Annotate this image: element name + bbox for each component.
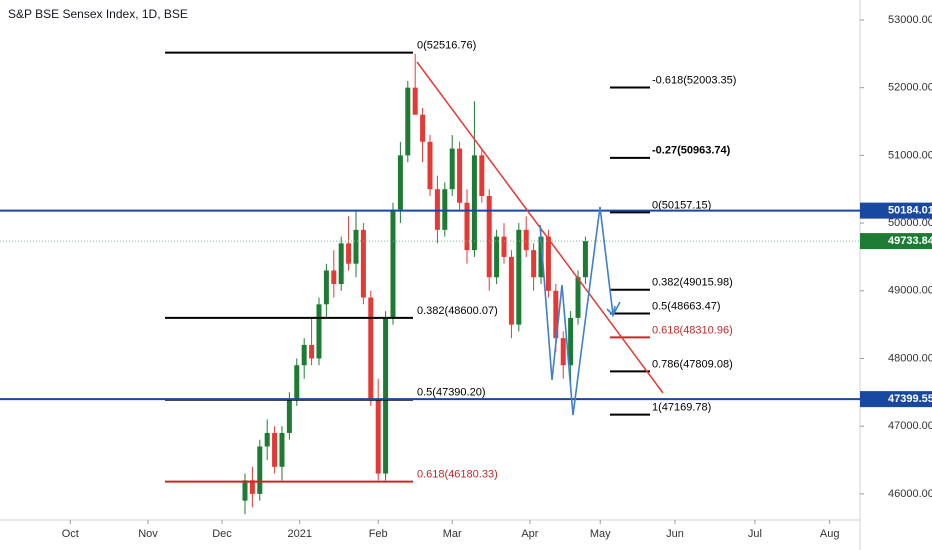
x-tick-label: May [590, 528, 611, 540]
candle-body [494, 236, 500, 278]
candle-body [264, 432, 270, 447]
price-tag-label: 49733.84 [888, 235, 932, 247]
fib-label: 0.382(48600.07) [417, 305, 498, 317]
projection-arrow [606, 305, 616, 317]
candle-body [434, 189, 440, 230]
candle-body [397, 155, 403, 210]
candle-body [323, 270, 329, 305]
candle-body [412, 87, 418, 115]
price-tag-label: 47399.55 [888, 393, 932, 405]
x-tick-label: Feb [369, 528, 388, 540]
x-tick-label: Mar [443, 528, 462, 540]
candle-body [316, 304, 322, 359]
price-tag [860, 233, 932, 250]
plot: 46000.00 47000.00 48000.00 49000.00 50000.00… [0, 14, 932, 540]
y-tick-label: 53000.00 [888, 14, 932, 26]
fib-label: 0(52516.76) [417, 40, 476, 52]
candle-body [390, 209, 396, 318]
fib-label: 0.786(47809.08) [652, 358, 733, 370]
candle-body [531, 250, 537, 278]
candle-body [375, 399, 381, 474]
fib-label: 0.618(46180.33) [417, 469, 498, 481]
candle-body [545, 236, 551, 291]
candle-body [301, 344, 307, 366]
candle-body [464, 202, 470, 251]
candle-body [553, 290, 559, 339]
fib-label: 1(47169.78) [652, 402, 711, 414]
chart-title: S&P BSE Sensex Index, 1D, BSE [8, 7, 188, 21]
x-tick-label: 2021 [287, 528, 311, 540]
candle-body [257, 446, 263, 494]
candle-body [249, 480, 255, 494]
candle-body [486, 195, 492, 278]
candle-body [523, 229, 529, 251]
candle-body [279, 432, 285, 467]
y-tick-label: 49000.00 [888, 285, 932, 297]
candle-body [420, 114, 426, 142]
x-tick-label: Aug [820, 528, 840, 540]
price-tag-label: 50184.01 [888, 205, 932, 217]
fib-label: 0(50157.15) [652, 199, 711, 211]
candle-body [383, 317, 389, 474]
price-tag [860, 202, 932, 219]
fib-label: -0.618(52003.35) [652, 74, 736, 86]
price-tag [860, 391, 932, 408]
candle-body [331, 270, 337, 284]
y-tick-label: 52000.00 [888, 82, 932, 94]
y-tick-label: 48000.00 [888, 352, 932, 364]
candle-body [516, 229, 522, 325]
candle-body [479, 155, 485, 196]
fib-label: 0.5(47390.20) [417, 387, 486, 399]
candle-body [360, 229, 366, 298]
candle-body [449, 148, 455, 190]
candle-body [242, 480, 248, 501]
candle-body [353, 229, 359, 264]
y-tick-label: 50000.00 [888, 217, 932, 229]
x-tick-label: Nov [138, 528, 158, 540]
candle-body [294, 365, 300, 400]
x-tick-label: Apr [521, 528, 538, 540]
candle-body [582, 241, 588, 278]
candle-body [309, 344, 315, 359]
candle-body [338, 243, 344, 284]
candle-body [575, 277, 581, 318]
candle-body [508, 256, 514, 325]
candle-body [405, 87, 411, 156]
candle-body [538, 236, 544, 278]
candle-body [427, 141, 433, 190]
y-tick-label: 51000.00 [888, 149, 932, 161]
candle-body [568, 317, 574, 366]
x-tick-label: Dec [212, 528, 232, 540]
x-tick-label: Jun [666, 528, 684, 540]
fib-label: 0.618(48310.96) [652, 324, 733, 336]
fib-label: 0.382(49015.98) [652, 277, 733, 289]
x-tick-label: Oct [62, 528, 79, 540]
y-tick-label: 46000.00 [888, 488, 932, 500]
x-tick-label: Jul [748, 528, 762, 540]
candle-body [346, 243, 352, 264]
candle-body [368, 297, 374, 400]
candle-body [272, 432, 278, 467]
candle-body [560, 338, 566, 366]
candle-body [286, 399, 292, 433]
candle-body [471, 155, 477, 251]
candle-body [442, 189, 448, 230]
candle-body [457, 148, 463, 203]
fib-label: -0.27(50963.74) [652, 145, 731, 157]
y-tick-label: 47000.00 [888, 420, 932, 432]
candle-body [501, 236, 507, 257]
fib-label: 0.5(48663.47) [652, 300, 721, 312]
